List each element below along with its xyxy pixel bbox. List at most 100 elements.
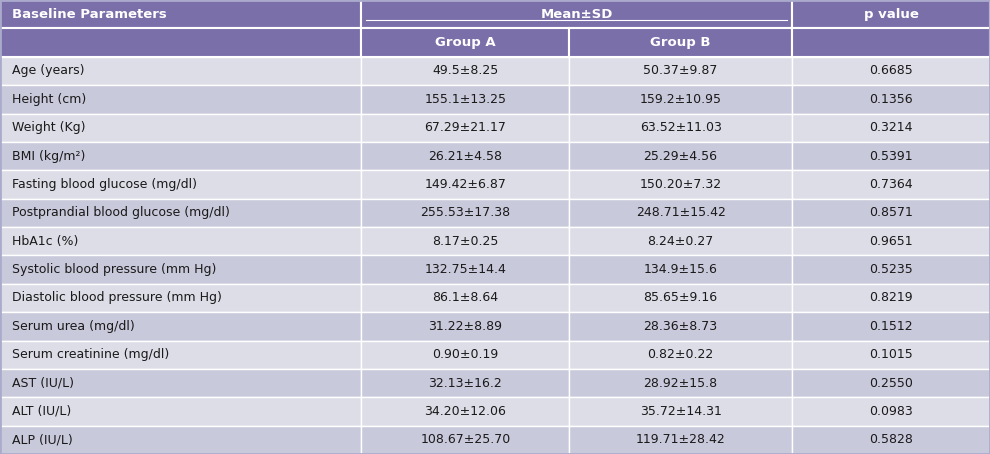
Bar [792, 199, 990, 227]
Bar [0, 284, 361, 312]
Text: 8.17±0.25: 8.17±0.25 [432, 235, 499, 248]
Bar [361, 426, 569, 454]
Bar [361, 199, 569, 227]
Bar [569, 170, 792, 199]
Text: ALP (IU/L): ALP (IU/L) [12, 433, 72, 446]
Bar [792, 170, 990, 199]
Bar [569, 28, 792, 57]
Bar [569, 312, 792, 340]
Bar [0, 0, 361, 28]
Bar [361, 227, 569, 255]
Text: 0.3214: 0.3214 [869, 121, 913, 134]
Text: Height (cm): Height (cm) [12, 93, 86, 106]
Text: Baseline Parameters: Baseline Parameters [12, 8, 166, 21]
Bar [569, 85, 792, 114]
Bar [0, 369, 361, 397]
Text: 26.21±4.58: 26.21±4.58 [429, 149, 502, 163]
Bar [0, 199, 361, 227]
Bar [361, 284, 569, 312]
Text: 255.53±17.38: 255.53±17.38 [420, 206, 511, 219]
Text: 155.1±13.25: 155.1±13.25 [425, 93, 506, 106]
Text: 132.75±14.4: 132.75±14.4 [425, 263, 506, 276]
Text: BMI (kg/m²): BMI (kg/m²) [12, 149, 85, 163]
Bar [569, 284, 792, 312]
Text: 0.2550: 0.2550 [869, 376, 913, 390]
Text: 248.71±15.42: 248.71±15.42 [636, 206, 726, 219]
Bar [792, 312, 990, 340]
Bar [569, 57, 792, 85]
Bar [792, 142, 990, 170]
Text: ALT (IU/L): ALT (IU/L) [12, 405, 71, 418]
Text: 0.8571: 0.8571 [869, 206, 913, 219]
Bar [0, 142, 361, 170]
Bar [361, 28, 569, 57]
Bar [361, 397, 569, 426]
Text: Serum urea (mg/dl): Serum urea (mg/dl) [12, 320, 135, 333]
Bar [569, 114, 792, 142]
Bar [792, 340, 990, 369]
Text: 0.8219: 0.8219 [869, 291, 913, 305]
Bar [361, 170, 569, 199]
Text: Fasting blood glucose (mg/dl): Fasting blood glucose (mg/dl) [12, 178, 197, 191]
Text: 34.20±12.06: 34.20±12.06 [425, 405, 506, 418]
Text: Age (years): Age (years) [12, 64, 84, 78]
Bar [0, 340, 361, 369]
Bar [0, 114, 361, 142]
Bar [569, 199, 792, 227]
Bar [361, 114, 569, 142]
Text: 0.1015: 0.1015 [869, 348, 913, 361]
Text: AST (IU/L): AST (IU/L) [12, 376, 74, 390]
Text: 85.65±9.16: 85.65±9.16 [644, 291, 718, 305]
Text: 63.52±11.03: 63.52±11.03 [640, 121, 722, 134]
Text: 0.82±0.22: 0.82±0.22 [647, 348, 714, 361]
Bar [792, 284, 990, 312]
Bar [792, 114, 990, 142]
Text: 28.36±8.73: 28.36±8.73 [644, 320, 718, 333]
Text: 0.5235: 0.5235 [869, 263, 913, 276]
Bar [361, 340, 569, 369]
Text: Diastolic blood pressure (mm Hg): Diastolic blood pressure (mm Hg) [12, 291, 222, 305]
Text: 32.13±16.2: 32.13±16.2 [429, 376, 502, 390]
Bar [0, 57, 361, 85]
Text: 8.24±0.27: 8.24±0.27 [647, 235, 714, 248]
Text: 159.2±10.95: 159.2±10.95 [640, 93, 722, 106]
Text: 119.71±28.42: 119.71±28.42 [636, 433, 726, 446]
Text: Serum creatinine (mg/dl): Serum creatinine (mg/dl) [12, 348, 169, 361]
Bar [0, 312, 361, 340]
Text: 108.67±25.70: 108.67±25.70 [420, 433, 511, 446]
Bar [361, 369, 569, 397]
Bar [361, 142, 569, 170]
Text: 0.7364: 0.7364 [869, 178, 913, 191]
Text: 0.0983: 0.0983 [869, 405, 913, 418]
Bar [792, 369, 990, 397]
Bar [569, 255, 792, 284]
Bar [361, 255, 569, 284]
Text: Mean±SD: Mean±SD [541, 8, 613, 21]
Bar [0, 28, 361, 57]
Bar [0, 170, 361, 199]
Text: HbA1c (%): HbA1c (%) [12, 235, 78, 248]
Text: 67.29±21.17: 67.29±21.17 [425, 121, 506, 134]
Bar [361, 57, 569, 85]
Bar [0, 85, 361, 114]
Bar [361, 0, 792, 28]
Bar [792, 255, 990, 284]
Bar [0, 227, 361, 255]
Bar [569, 369, 792, 397]
Bar [792, 397, 990, 426]
Bar [792, 57, 990, 85]
Text: Systolic blood pressure (mm Hg): Systolic blood pressure (mm Hg) [12, 263, 216, 276]
Bar [792, 426, 990, 454]
Text: Group A: Group A [435, 36, 496, 49]
Bar [569, 142, 792, 170]
Text: 50.37±9.87: 50.37±9.87 [644, 64, 718, 78]
Text: 28.92±15.8: 28.92±15.8 [644, 376, 718, 390]
Bar [569, 397, 792, 426]
Bar [0, 426, 361, 454]
Bar [792, 0, 990, 28]
Bar [0, 397, 361, 426]
Text: 150.20±7.32: 150.20±7.32 [640, 178, 722, 191]
Bar [792, 85, 990, 114]
Text: 49.5±8.25: 49.5±8.25 [433, 64, 498, 78]
Text: Postprandial blood glucose (mg/dl): Postprandial blood glucose (mg/dl) [12, 206, 230, 219]
